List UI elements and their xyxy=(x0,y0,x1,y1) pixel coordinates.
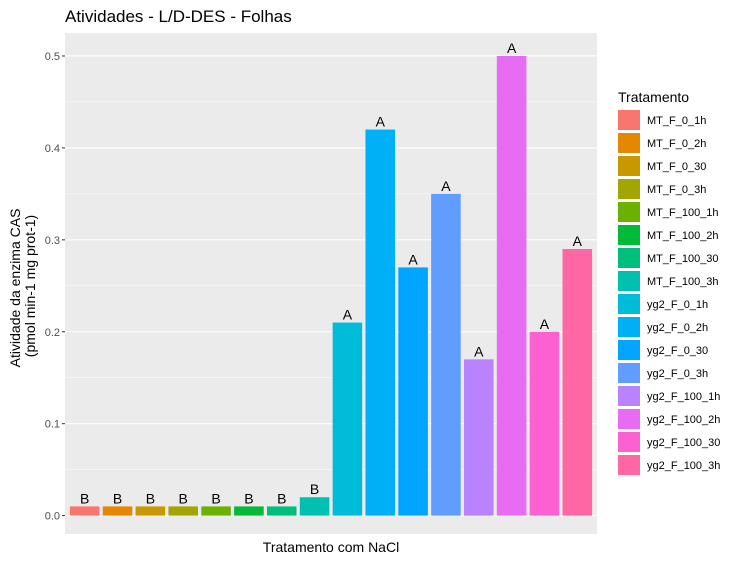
legend-key-MT_F_0_3h xyxy=(618,179,640,199)
bar-label-yg2_F_100_30: A xyxy=(540,316,550,332)
legend-key-MT_F_100_30 xyxy=(618,248,640,268)
bar-yg2_F_100_3h xyxy=(562,249,593,516)
bar-label-yg2_F_0_3h: A xyxy=(441,178,451,194)
y-tick-label: 0.5 xyxy=(45,51,60,63)
legend-key-MT_F_100_3h xyxy=(618,271,640,291)
bars xyxy=(69,55,593,516)
legend-key-yg2_F_0_3h xyxy=(618,363,640,383)
legend-key-yg2_F_0_30 xyxy=(618,340,640,360)
bar-yg2_F_100_2h xyxy=(496,55,527,516)
legend-key-yg2_F_100_2h xyxy=(618,409,640,429)
bar-label-yg2_F_100_2h: A xyxy=(507,40,517,56)
bar-MT_F_0_3h xyxy=(168,506,198,516)
legend-key-MT_F_100_2h xyxy=(618,225,640,245)
y-axis-title: Atividade da enzima CAS (pmol min-1 mg p… xyxy=(7,205,38,368)
bar-label-MT_F_0_30: B xyxy=(146,490,155,506)
y-axis: 0.0 0.1 0.2 0.3 0.4 0.5 xyxy=(45,51,65,523)
y-tick-label: 0.4 xyxy=(45,143,60,155)
legend-label-MT_F_0_3h: MT_F_0_3h xyxy=(647,184,706,196)
bar-label-MT_F_0_3h: B xyxy=(179,490,188,506)
bar-yg2_F_0_1h xyxy=(332,322,363,516)
bar-label-MT_F_100_1h: B xyxy=(211,490,220,506)
chart-title: Atividades - L/D-DES - Folhas xyxy=(65,7,292,26)
bar-label-MT_F_100_2h: B xyxy=(244,490,253,506)
legend-key-yg2_F_0_2h xyxy=(618,317,640,337)
bar-yg2_F_0_3h xyxy=(431,193,461,516)
bar-label-yg2_F_100_1h: A xyxy=(474,343,484,359)
bar-yg2_F_100_30 xyxy=(529,331,560,516)
bar-label-MT_F_0_1h: B xyxy=(80,490,89,506)
legend-label-yg2_F_100_1h: yg2_F_100_1h xyxy=(647,391,720,403)
bar-label-yg2_F_0_1h: A xyxy=(343,307,353,323)
legend-label-yg2_F_100_3h: yg2_F_100_3h xyxy=(647,460,720,472)
legend-label-MT_F_100_1h: MT_F_100_1h xyxy=(647,207,719,219)
bar-yg2_F_100_1h xyxy=(464,359,494,516)
legend-key-MT_F_0_2h xyxy=(618,133,640,153)
legend-title: Tratamento xyxy=(618,89,689,105)
x-axis-title: Tratamento com NaCl xyxy=(263,539,399,555)
legend-label-MT_F_0_30: MT_F_0_30 xyxy=(647,161,706,173)
legend-key-MT_F_100_1h xyxy=(618,202,640,222)
legend-label-MT_F_100_30: MT_F_100_30 xyxy=(647,253,719,265)
bar-MT_F_100_30 xyxy=(266,506,297,516)
bar-labels: B B B B B B B B A A A A A A A A xyxy=(80,40,583,506)
legend-label-yg2_F_0_2h: yg2_F_0_2h xyxy=(647,322,708,334)
legend-label-yg2_F_0_30: yg2_F_0_30 xyxy=(647,345,708,357)
bar-MT_F_0_1h xyxy=(69,506,100,516)
bar-label-MT_F_100_3h: B xyxy=(310,481,319,497)
bar-MT_F_0_30 xyxy=(135,506,166,516)
bar-MT_F_0_2h xyxy=(102,506,133,516)
legend-key-MT_F_0_1h xyxy=(618,110,640,130)
legend-label-yg2_F_100_30: yg2_F_100_30 xyxy=(647,437,720,449)
legend-items: MT_F_0_1h MT_F_0_2h MT_F_0_30 MT_F_0_3h MT_F… xyxy=(618,110,720,475)
legend-key-yg2_F_0_1h xyxy=(618,294,640,314)
legend-key-yg2_F_100_30 xyxy=(618,432,640,452)
legend: Tratamento MT_F_0_1hMT_F_0_2hMT_F_0_30MT… xyxy=(618,89,720,475)
y-axis-title-line2: (pmol min-1 mg prot-1) xyxy=(22,215,38,357)
legend-label-yg2_F_0_1h: yg2_F_0_1h xyxy=(647,299,708,311)
bar-label-yg2_F_0_30: A xyxy=(408,251,418,267)
bar-yg2_F_0_2h xyxy=(365,129,396,516)
legend-key-yg2_F_100_1h xyxy=(618,386,640,406)
bar-yg2_F_0_30 xyxy=(398,267,428,516)
bar-MT_F_100_1h xyxy=(201,506,231,516)
legend-label-MT_F_100_3h: MT_F_100_3h xyxy=(647,276,719,288)
legend-label-MT_F_0_1h: MT_F_0_1h xyxy=(647,115,706,127)
y-axis-title-line1: Atividade da enzima CAS xyxy=(7,209,23,368)
bar-label-MT_F_0_2h: B xyxy=(113,490,122,506)
y-tick-label: 0.1 xyxy=(45,419,60,431)
legend-label-yg2_F_0_3h: yg2_F_0_3h xyxy=(647,368,708,380)
bar-MT_F_100_3h xyxy=(299,497,330,516)
y-tick-label: 0.0 xyxy=(45,511,60,523)
bar-label-MT_F_100_30: B xyxy=(277,490,286,506)
bar-label-yg2_F_100_3h: A xyxy=(573,233,583,249)
legend-label-MT_F_100_2h: MT_F_100_2h xyxy=(647,230,719,242)
legend-label-MT_F_0_2h: MT_F_0_2h xyxy=(647,138,706,150)
legend-key-MT_F_0_30 xyxy=(618,156,640,176)
y-tick-label: 0.2 xyxy=(45,327,60,339)
legend-label-yg2_F_100_2h: yg2_F_100_2h xyxy=(647,414,720,426)
legend-key-yg2_F_100_3h xyxy=(618,455,640,475)
bar-MT_F_100_2h xyxy=(234,506,264,516)
bar-label-yg2_F_0_2h: A xyxy=(376,114,386,130)
y-tick-label: 0.3 xyxy=(45,235,60,247)
